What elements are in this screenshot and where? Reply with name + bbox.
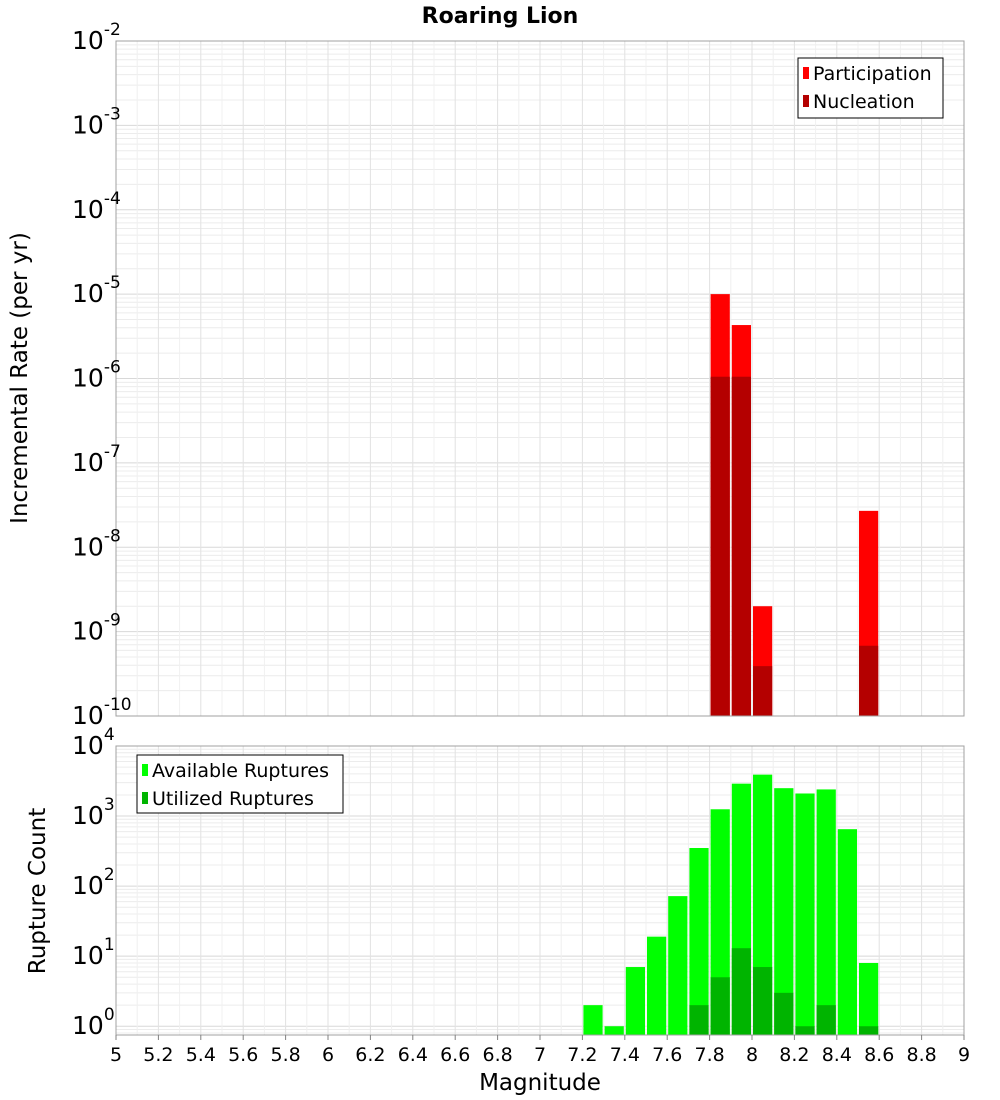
x-axis: 5 5.2 5.4 5.6 5.8 6 6.2 6.4 6.6 6.8 7 7.2 7.4 7.6 7.8 8…: [110, 1035, 970, 1066]
legend-swatch: [142, 764, 148, 776]
rupture-count-panel: 100 101 102 103 104 Available Ruptures Utilize…: [72, 725, 965, 1040]
chart-title: Roaring Lion: [422, 4, 579, 29]
x-tick-label: 7.8: [694, 1044, 724, 1066]
x-tick-label: 8: [746, 1044, 758, 1066]
bar: [604, 1026, 624, 1035]
y-tick-label: 10-6: [72, 358, 121, 393]
x-tick-label: 6.6: [440, 1044, 470, 1066]
x-tick-label: 8.4: [822, 1044, 852, 1066]
x-tick-label: 9: [958, 1044, 970, 1066]
bar: [837, 829, 857, 1035]
bar: [647, 936, 667, 1035]
y-tick-label: 102: [72, 865, 115, 900]
bar: [625, 967, 645, 1035]
legend-label: Utilized Ruptures: [152, 788, 314, 810]
bar: [816, 789, 836, 1035]
legend: Participation Nucleation: [797, 57, 944, 119]
plot-frame: [115, 40, 965, 717]
x-tick-label: 7.6: [652, 1044, 682, 1066]
bar: [774, 788, 794, 1035]
y-tick-label: 101: [72, 935, 115, 970]
legend-label: Nucleation: [813, 91, 915, 113]
y-tick-label: 10-8: [72, 526, 121, 561]
series-nucleation: [710, 376, 879, 716]
x-tick-label: 5.8: [270, 1044, 300, 1066]
y-tick-label: 100: [72, 1005, 115, 1040]
y-tick-label: 10-3: [72, 104, 121, 139]
bar: [795, 1026, 815, 1035]
legend-swatch: [803, 67, 809, 79]
legend-swatch: [803, 95, 809, 107]
y-tick-label: 10-5: [72, 273, 121, 308]
x-tick-label: 5: [110, 1044, 122, 1066]
y-tick-label: 103: [72, 795, 115, 830]
x-tick-label: 8.6: [864, 1044, 894, 1066]
x-tick-label: 6.4: [398, 1044, 428, 1066]
legend-box: [136, 754, 344, 814]
y-tick-label: 10-10: [72, 695, 132, 730]
grid: [115, 40, 965, 717]
legend-box: [797, 57, 944, 119]
bar: [731, 376, 751, 716]
x-tick-label: 7.4: [610, 1044, 640, 1066]
bar: [710, 977, 730, 1035]
rate-panel: 10-10 10-9 10-8 10-7 10-6 10-5 10-4 10-3 10-2 Par…: [72, 20, 965, 730]
legend: Available Ruptures Utilized Ruptures: [136, 754, 344, 814]
bar: [753, 967, 773, 1035]
bar: [668, 896, 688, 1035]
bar: [753, 666, 773, 716]
series-utilized-ruptures: [689, 948, 879, 1035]
bar: [859, 645, 879, 716]
y-tick-labels: 100 101 102 103 104: [72, 725, 115, 1040]
x-tick-label: 5.2: [143, 1044, 173, 1066]
legend-label: Participation: [813, 63, 932, 85]
bar: [583, 1005, 603, 1035]
y-tick-label: 10-2: [72, 20, 121, 55]
y-tick-label: 10-9: [72, 611, 121, 646]
y-tick-labels: 10-10 10-9 10-8 10-7 10-6 10-5 10-4 10-3 10-2: [72, 20, 132, 730]
x-tick-label: 7: [534, 1044, 546, 1066]
bar: [731, 948, 751, 1035]
x-tick-label: 5.6: [228, 1044, 258, 1066]
x-tick-label: 5.4: [186, 1044, 216, 1066]
count-axis-label: Rupture Count: [25, 808, 51, 974]
bar: [859, 962, 879, 1035]
bar: [689, 848, 709, 1035]
bar: [795, 793, 815, 1035]
x-axis-label: Magnitude: [479, 1070, 601, 1096]
bar: [859, 1026, 879, 1035]
x-tick-label: 6.2: [355, 1044, 385, 1066]
bar: [816, 1005, 836, 1035]
x-tick-label: 7.2: [567, 1044, 597, 1066]
legend-label: Available Ruptures: [152, 760, 329, 782]
y-tick-label: 10-4: [72, 189, 121, 224]
legend-swatch: [142, 792, 148, 804]
bar: [689, 1005, 709, 1035]
y-tick-label: 104: [72, 725, 115, 760]
y-tick-label: 10-7: [72, 442, 121, 477]
x-tick-label: 8.8: [906, 1044, 936, 1066]
x-tick-label: 6: [322, 1044, 334, 1066]
rate-axis-label: Incremental Rate (per yr): [7, 232, 33, 524]
x-tick-label: 8.2: [779, 1044, 809, 1066]
bar: [710, 376, 730, 716]
x-tick-label: 6.8: [482, 1044, 512, 1066]
bar: [774, 992, 794, 1035]
